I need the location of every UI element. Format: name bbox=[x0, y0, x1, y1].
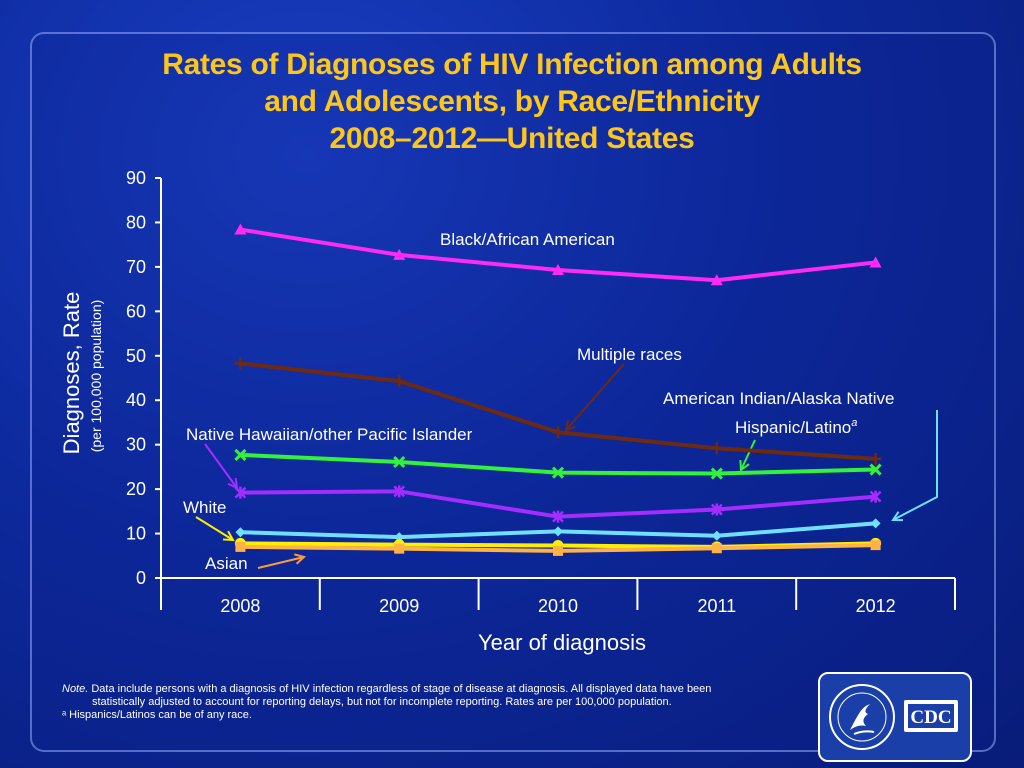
series-group bbox=[234, 223, 882, 556]
data-point bbox=[552, 510, 564, 523]
label-multiple: Multiple races bbox=[577, 345, 682, 364]
title-line-1: Rates of Diagnoses of HIV Infection amon… bbox=[162, 48, 862, 81]
slide-frame bbox=[30, 32, 996, 752]
hhs-eagle-icon: CDC bbox=[829, 684, 958, 750]
y-tick-label: 30 bbox=[126, 435, 146, 455]
data-point bbox=[393, 485, 406, 498]
data-point bbox=[393, 248, 406, 260]
arrow-shaft bbox=[892, 410, 938, 521]
chart-title: Rates of Diagnoses of HIV Infection amon… bbox=[0, 46, 1024, 157]
series-labels: Black/African American Multiple races Am… bbox=[183, 230, 895, 573]
cdc-logo-text: CDC bbox=[910, 707, 951, 728]
footnote: Note. Data include persons with a diagno… bbox=[62, 683, 822, 722]
label-hispanic-text: Hispanic/Latino bbox=[735, 418, 851, 437]
arrow-head bbox=[222, 530, 235, 542]
y-tick-label: 80 bbox=[126, 212, 146, 232]
arrow-multiple bbox=[564, 363, 625, 432]
y-tick-label: 0 bbox=[136, 568, 146, 588]
data-point bbox=[710, 442, 723, 455]
data-point bbox=[551, 466, 565, 479]
label-hispanic-sup: a bbox=[851, 417, 857, 429]
data-point bbox=[869, 452, 882, 465]
data-point bbox=[869, 463, 882, 476]
arrow-hispanic bbox=[739, 439, 756, 472]
data-point bbox=[235, 541, 246, 552]
y-axis-sublabel: (per 100,000 population) bbox=[88, 300, 104, 453]
label-arrows bbox=[195, 363, 938, 569]
data-point bbox=[711, 543, 722, 554]
y-tick-label: 20 bbox=[126, 479, 146, 499]
arrow-head bbox=[294, 553, 307, 565]
series-2 bbox=[234, 448, 882, 480]
y-tick-label: 90 bbox=[126, 168, 146, 188]
y-tick-label: 50 bbox=[126, 346, 146, 366]
series-0 bbox=[234, 223, 882, 286]
y-axis-label: Diagnoses, Rate bbox=[59, 292, 84, 455]
arrow-aian bbox=[891, 410, 938, 522]
note-text-2: statistically adjusted to account for re… bbox=[92, 696, 672, 708]
label-aian: American Indian/Alaska Native bbox=[663, 389, 895, 408]
data-point bbox=[552, 264, 564, 275]
note-text: Data include persons with a diagnosis of… bbox=[91, 683, 712, 695]
x-tick-label: 2010 bbox=[538, 596, 578, 616]
note-label: Note. bbox=[62, 683, 89, 695]
x-tick-label: 2008 bbox=[220, 596, 260, 616]
data-point bbox=[869, 256, 882, 268]
data-point bbox=[234, 357, 247, 370]
data-point bbox=[869, 490, 882, 503]
data-point bbox=[710, 503, 723, 516]
arrow-shaft bbox=[257, 556, 305, 569]
title-line-2: and Adolescents, by Race/Ethnicity bbox=[264, 85, 760, 118]
arrow-shaft bbox=[204, 443, 238, 489]
series-6 bbox=[235, 540, 881, 556]
footnote-a: ᵃ Hispanics/Latinos can be of any race. bbox=[62, 709, 252, 721]
data-point bbox=[553, 526, 563, 537]
data-point bbox=[393, 455, 406, 469]
y-tick-label: 70 bbox=[126, 257, 146, 277]
data-point bbox=[552, 426, 564, 439]
series-4 bbox=[235, 518, 881, 543]
series-line bbox=[240, 361, 876, 461]
data-point bbox=[234, 486, 247, 499]
series-3 bbox=[234, 485, 882, 523]
label-black: Black/African American bbox=[440, 230, 615, 249]
data-point bbox=[710, 274, 723, 286]
title-line-3: 2008–2012—United States bbox=[329, 122, 695, 155]
cdc-logo: CDC bbox=[818, 672, 972, 762]
series-1 bbox=[234, 357, 882, 465]
data-point bbox=[553, 545, 563, 556]
data-point bbox=[870, 518, 881, 529]
arrow-head bbox=[891, 511, 904, 522]
axes: 0 10 20 30 40 50 60 70 80 90 2008 2009 2010 2011 2012 bbox=[126, 168, 956, 616]
arrow-white bbox=[195, 516, 235, 542]
arrow-shaft bbox=[740, 439, 756, 471]
x-tick-label: 2012 bbox=[856, 596, 896, 616]
data-point bbox=[394, 532, 405, 543]
label-nhopi: Native Hawaiian/other Pacific Islander bbox=[186, 425, 473, 444]
arrow-head bbox=[564, 420, 576, 432]
arrow-asian bbox=[257, 553, 307, 569]
arrow-nhopi bbox=[204, 443, 239, 490]
x-tick-label: 2011 bbox=[697, 596, 736, 616]
x-axis-label: Year of diagnosis bbox=[478, 630, 646, 655]
y-tick-label: 10 bbox=[126, 524, 146, 544]
data-point bbox=[234, 223, 247, 235]
data-point bbox=[394, 543, 405, 554]
arrow-shaft bbox=[565, 363, 625, 431]
arrow-head bbox=[739, 459, 750, 472]
data-point bbox=[870, 540, 881, 551]
x-tick-label: 2009 bbox=[379, 596, 419, 616]
label-hispanic: Hispanic/Latinoa bbox=[735, 417, 857, 437]
y-tick-label: 60 bbox=[126, 301, 146, 321]
label-asian: Asian bbox=[205, 554, 248, 573]
data-point bbox=[710, 467, 723, 480]
label-white: White bbox=[183, 498, 226, 517]
data-point bbox=[711, 530, 722, 541]
y-tick-label: 40 bbox=[126, 390, 146, 410]
data-point bbox=[235, 527, 246, 538]
data-point bbox=[393, 375, 406, 388]
data-point bbox=[234, 448, 247, 461]
arrow-shaft bbox=[195, 516, 234, 541]
